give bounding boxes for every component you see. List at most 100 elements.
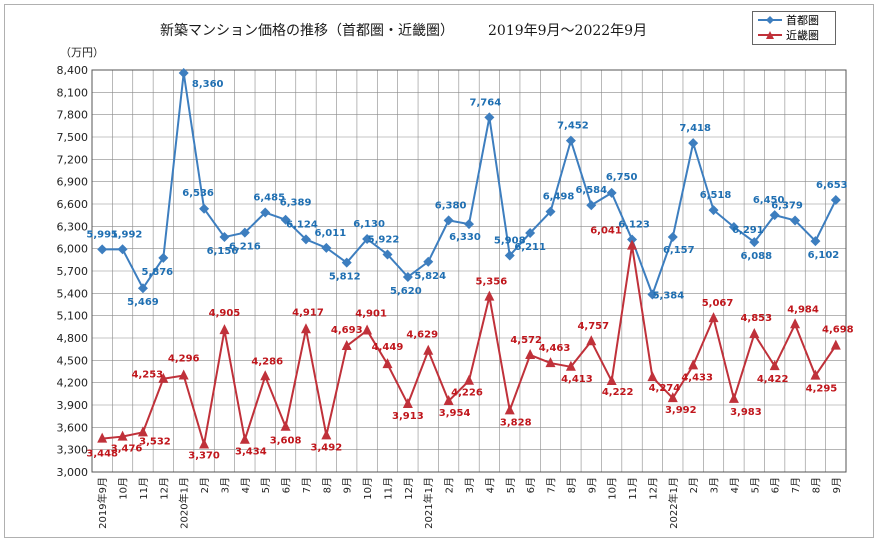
point-kinki [728,392,739,403]
legend-label-kinki: 近畿圏 [786,29,819,42]
chart-title: 新築マンション価格の推移（首都圏・近畿圏） 2019年9月～2022年9月 [160,20,647,40]
x-tick-label: 2月 [688,477,700,493]
point-shutoken [586,200,597,211]
point-kinki [117,430,128,441]
x-tick-label: 7月 [790,477,802,493]
data-label-shutoken: 6,518 [700,190,732,201]
data-label-shutoken: 6,130 [353,219,385,230]
x-tick-label: 4月 [729,477,741,493]
data-label-shutoken: 6,124 [286,219,318,230]
y-tick-label: 8,100 [57,86,89,99]
point-shutoken [178,67,189,78]
point-kinki [178,369,189,380]
point-shutoken [708,205,719,216]
data-label-kinki: 4,222 [602,387,634,398]
data-label-kinki: 4,917 [292,307,324,318]
data-label-shutoken: 6,653 [816,180,848,191]
data-label-shutoken: 5,469 [127,297,159,308]
point-kinki [137,426,148,437]
point-kinki [423,344,434,355]
y-axis-unit: （万円） [60,46,104,59]
point-kinki [382,358,393,369]
point-kinki [647,371,658,382]
point-shutoken [565,135,576,146]
x-tick-label: 3月 [219,477,231,493]
x-tick-label: 7月 [301,477,313,493]
data-label-kinki: 4,286 [251,356,283,367]
point-shutoken [606,187,617,198]
x-tick-label: 3月 [464,477,476,493]
data-label-shutoken: 7,418 [679,123,711,134]
point-shutoken [464,219,474,230]
x-tick-label: 11月 [382,477,394,500]
point-shutoken [137,283,148,294]
point-shutoken [280,214,291,225]
point-shutoken [362,233,373,244]
point-kinki [667,392,678,403]
data-label-kinki: 4,253 [132,370,164,381]
point-shutoken [667,231,678,242]
data-label-shutoken: 5,908 [494,236,526,247]
y-tick-label: 3,000 [57,466,89,479]
plot-border [91,69,847,473]
legend-triangle-icon [758,31,782,39]
data-label-kinki: 3,913 [392,411,424,422]
point-kinki [688,359,699,370]
x-tick-label: 2021年1月 [422,477,435,529]
data-label-shutoken: 6,498 [543,192,575,203]
point-shutoken [321,242,332,253]
x-tick-label: 8月 [810,477,822,493]
y-tick-label: 7,200 [57,153,89,166]
point-shutoken [219,232,230,243]
data-label-shutoken: 6,750 [606,172,638,183]
point-kinki [362,324,373,335]
data-label-kinki: 3,370 [188,450,220,461]
point-kinki [484,290,495,301]
point-shutoken [382,249,393,260]
x-tick-label: 11月 [627,477,639,500]
x-tick-label: 2月 [444,477,456,493]
x-tick-label: 2022年1月 [667,477,680,529]
point-shutoken [627,234,638,245]
x-tick-label: 9月 [586,477,598,493]
point-shutoken [749,237,760,248]
data-label-shutoken: 6,011 [315,228,347,239]
data-label-kinki: 4,226 [451,388,483,399]
point-shutoken [769,210,780,221]
data-label-kinki: 3,608 [270,436,302,447]
data-label-shutoken: 6,088 [740,251,772,262]
x-tick-label: 9月 [831,477,843,493]
data-label-shutoken: 5,992 [111,229,143,240]
x-tick-label: 8月 [321,477,333,493]
y-tick-label: 5,700 [57,265,89,278]
y-tick-label: 6,300 [57,220,89,233]
data-label-shutoken: 5,384 [653,291,685,302]
data-label-kinki: 4,984 [787,304,819,315]
point-shutoken [117,244,128,255]
x-tick-label: 12月 [647,477,659,500]
point-shutoken [545,206,556,217]
point-kinki [545,357,556,368]
data-label-kinki: 4,901 [355,308,387,319]
data-label-kinki: 4,449 [372,342,404,353]
y-tick-label: 3,900 [57,399,89,412]
point-shutoken [647,289,658,300]
point-kinki [810,369,821,380]
data-label-kinki: 5,067 [702,298,734,309]
y-tick-label: 8,400 [57,64,89,77]
legend-item-shutoken: 首都圏 [757,13,819,27]
data-label-shutoken: 5,991 [86,229,118,240]
data-label-shutoken: 6,102 [808,250,840,261]
point-shutoken [402,271,413,282]
title-text: 新築マンション価格の推移（首都圏・近畿圏） [160,23,454,39]
point-kinki [606,375,617,386]
data-label-kinki: 3,954 [439,408,471,419]
data-label-shutoken: 6,156 [207,246,239,257]
x-tick-label: 3月 [709,477,721,493]
point-kinki [790,318,801,329]
point-shutoken [525,227,536,238]
point-kinki [158,372,169,383]
data-label-shutoken: 5,620 [390,286,422,297]
data-label-kinki: 3,983 [730,407,762,418]
